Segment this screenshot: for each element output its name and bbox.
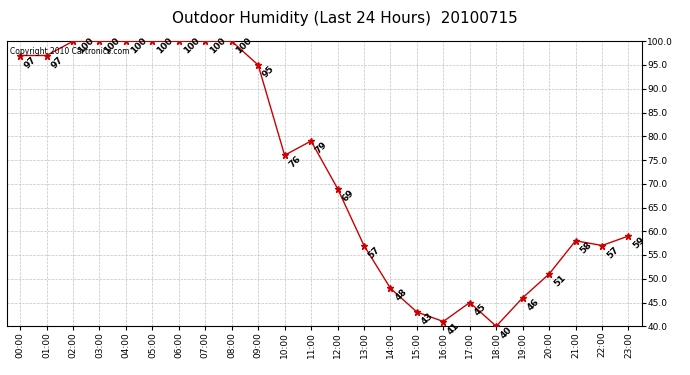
Text: 40: 40	[499, 326, 514, 341]
Text: 57: 57	[605, 245, 620, 260]
Text: 100: 100	[129, 36, 148, 56]
Text: 57: 57	[367, 245, 382, 260]
Text: 95: 95	[261, 64, 276, 80]
Text: Outdoor Humidity (Last 24 Hours)  20100715: Outdoor Humidity (Last 24 Hours) 2010071…	[172, 11, 518, 26]
Text: 100: 100	[235, 36, 254, 56]
Text: 59: 59	[631, 235, 647, 250]
Text: Copyright 2010 Cartronics.com: Copyright 2010 Cartronics.com	[10, 47, 130, 56]
Text: 51: 51	[552, 273, 567, 288]
Text: 46: 46	[526, 297, 541, 312]
Text: 100: 100	[102, 36, 121, 56]
Text: 45: 45	[473, 302, 488, 317]
Text: 41: 41	[446, 321, 462, 336]
Text: 69: 69	[340, 188, 355, 203]
Text: 100: 100	[155, 36, 175, 56]
Text: 97: 97	[50, 55, 65, 70]
Text: 100: 100	[76, 36, 95, 56]
Text: 43: 43	[420, 311, 435, 327]
Text: 79: 79	[314, 140, 329, 156]
Text: 100: 100	[181, 36, 201, 56]
Text: 48: 48	[393, 288, 408, 303]
Text: 58: 58	[578, 240, 593, 255]
Text: 76: 76	[288, 154, 303, 170]
Text: 97: 97	[23, 55, 38, 70]
Text: 100: 100	[208, 36, 228, 56]
